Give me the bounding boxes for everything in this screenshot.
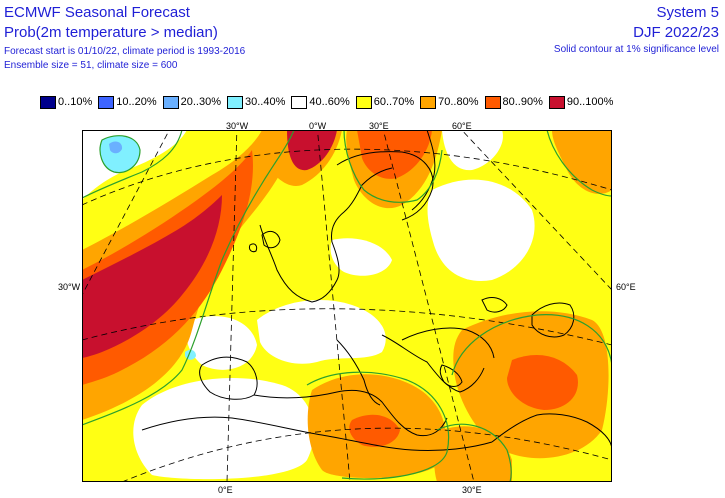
graticule bbox=[82, 130, 612, 482]
legend-label: 0..10% bbox=[58, 96, 93, 108]
legend-item: 30..40% bbox=[227, 95, 286, 109]
field-white-iberia-africa bbox=[133, 377, 314, 480]
field-white-west-iberia bbox=[186, 316, 257, 370]
legend-item: 80..90% bbox=[484, 95, 543, 109]
legend-swatch bbox=[355, 95, 372, 109]
chart-title: ECMWF Seasonal Forecast bbox=[4, 4, 190, 21]
legend-label: 30..40% bbox=[245, 96, 286, 108]
field-white-baltic bbox=[330, 238, 392, 276]
field-redorange-med bbox=[349, 414, 400, 447]
lon-label-30w-left: 30°W bbox=[58, 282, 81, 292]
probability-field bbox=[82, 130, 612, 482]
legend-swatch bbox=[548, 95, 565, 109]
lon-label-0-bottom: 0°E bbox=[218, 485, 233, 495]
field-orange-russia-ne bbox=[552, 130, 612, 194]
field-white-central-europe bbox=[257, 300, 386, 364]
legend-swatch bbox=[162, 95, 179, 109]
color-legend: 0..10% 10..20% 20..30% 30..40% 40..60% 60..70… bbox=[40, 94, 619, 110]
significance-note: Solid contour at 1% significance level bbox=[553, 44, 719, 55]
lon-label-60e-right: 60°E bbox=[616, 282, 636, 292]
legend-swatch bbox=[291, 95, 308, 109]
system-label: System 5 bbox=[656, 4, 719, 21]
legend-label: 60..70% bbox=[373, 96, 415, 108]
chart-subtitle: Prob(2m temperature > median) bbox=[4, 24, 218, 41]
legend-swatch bbox=[484, 95, 501, 109]
field-redorange-caspian bbox=[507, 355, 578, 410]
field-red-atlantic bbox=[82, 195, 222, 358]
lon-label-60e-top: 60°E bbox=[452, 121, 472, 131]
field-white-scandinavia-north bbox=[442, 130, 503, 171]
legend-item: 90..100% bbox=[548, 95, 614, 109]
coastlines bbox=[141, 130, 612, 452]
legend-item: 40..60% bbox=[291, 95, 350, 109]
legend-item: 60..70% bbox=[355, 95, 415, 109]
field-red-norway bbox=[287, 130, 337, 171]
forecast-info: Forecast start is 01/10/22, climate peri… bbox=[4, 46, 246, 57]
legend-swatch bbox=[420, 95, 437, 109]
lon-label-30w-top: 30°W bbox=[226, 121, 249, 131]
legend-item: 70..80% bbox=[420, 95, 479, 109]
legend-item: 20..30% bbox=[162, 95, 221, 109]
significance-contours bbox=[82, 130, 612, 482]
legend-item: 10..20% bbox=[98, 95, 157, 109]
legend-label: 90..100% bbox=[566, 96, 614, 108]
ensemble-info: Ensemble size = 51, climate size = 600 bbox=[4, 60, 178, 71]
legend-swatch bbox=[98, 95, 115, 109]
field-white-russia bbox=[427, 179, 535, 281]
map-frame bbox=[82, 130, 612, 482]
legend-label: 10..20% bbox=[116, 96, 157, 108]
lon-label-30e-top: 30°E bbox=[369, 121, 389, 131]
lon-label-30e-bottom: 30°E bbox=[462, 485, 482, 495]
season-label: DJF 2022/23 bbox=[633, 24, 719, 41]
legend-label: 20..30% bbox=[180, 96, 221, 108]
legend-label: 80..90% bbox=[502, 96, 543, 108]
forecast-map bbox=[82, 130, 612, 482]
field-lightblue-greenland bbox=[109, 141, 123, 154]
field-orange-africa-east bbox=[434, 426, 512, 482]
legend-label: 70..80% bbox=[438, 96, 479, 108]
legend-item: 0..10% bbox=[40, 95, 93, 109]
lon-label-0-top: 0°W bbox=[309, 121, 327, 131]
legend-swatch bbox=[40, 95, 56, 109]
legend-label: 40..60% bbox=[309, 96, 350, 108]
field-redorange-scandinavia bbox=[357, 130, 432, 179]
legend-swatch bbox=[227, 95, 243, 109]
